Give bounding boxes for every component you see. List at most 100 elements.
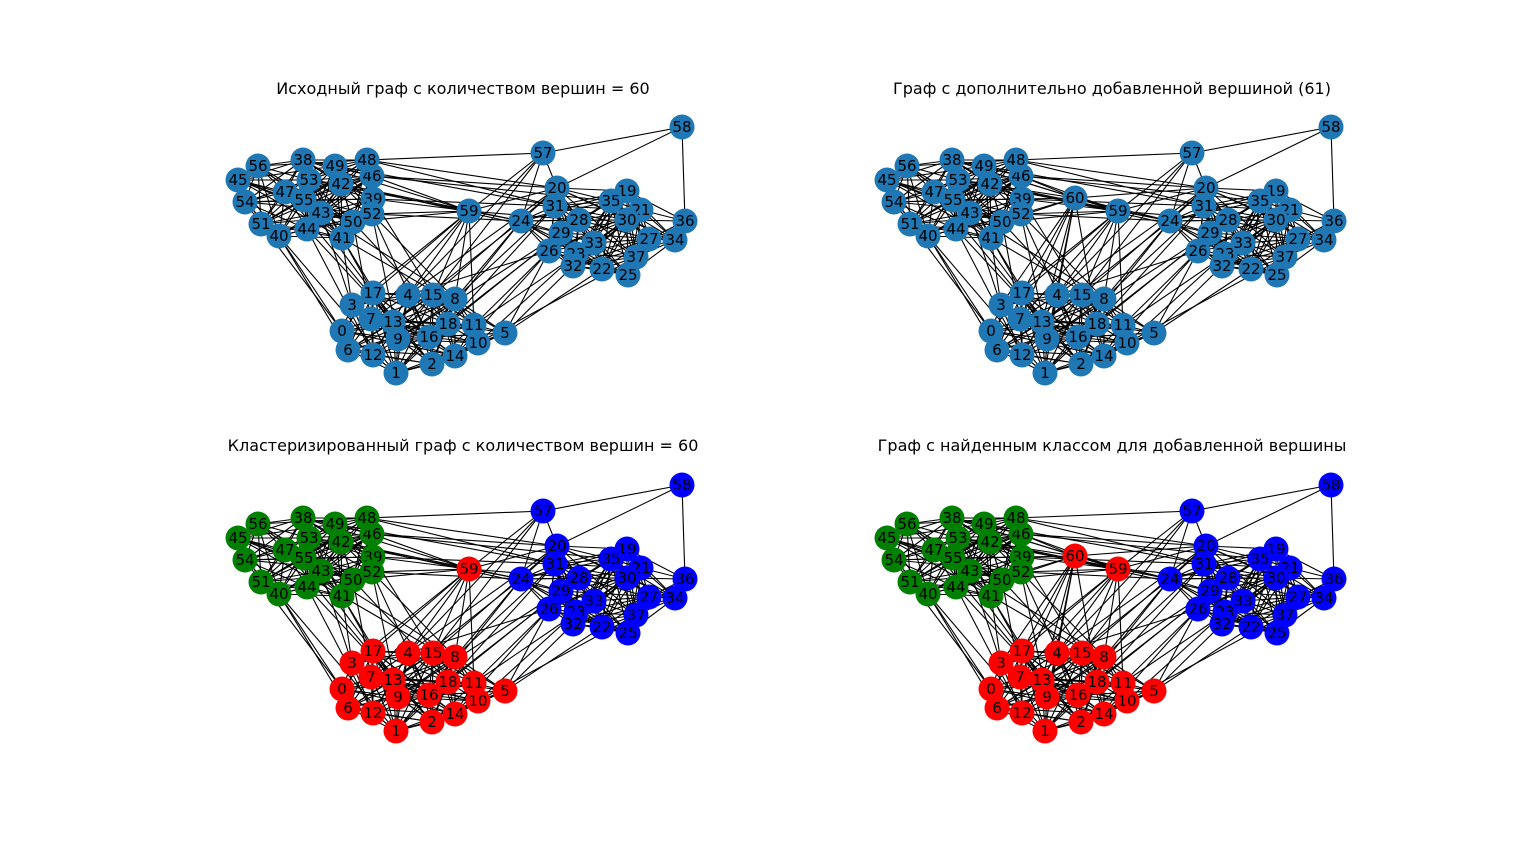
node-marker [1311,585,1337,611]
node-marker [548,220,574,246]
graph-node-24: 24 [508,566,534,592]
graph-node-6: 6 [335,337,361,363]
node-marker [1185,596,1211,622]
node-marker [939,505,965,531]
graph-node-0: 0 [329,676,355,702]
edge [1056,555,1076,654]
node-label: 3 [996,296,1006,314]
graph-node-13: 13 [1029,309,1055,335]
node-label: 20 [1196,179,1215,197]
node-marker [508,566,534,592]
graph-node-55: 55 [291,545,317,571]
graph-node-53: 53 [296,167,322,193]
node-label: 8 [1099,290,1109,308]
node-marker [1007,306,1033,332]
node-label: 1 [391,364,401,382]
edge [1330,484,1335,580]
graph-node-49: 49 [971,511,997,537]
node-label: 37 [1275,606,1294,624]
graph-node-8: 8 [1091,644,1117,670]
node-label: 60 [1065,189,1084,207]
graph-node-33: 33 [581,588,607,614]
edge [397,232,562,340]
edge [320,570,353,664]
graph-node-35: 35 [1247,188,1273,214]
node-label: 26 [539,242,558,260]
node-label: 54 [884,193,903,211]
node-label: 52 [1011,205,1030,223]
graph-node-2: 2 [1068,351,1094,377]
graph-node-5: 5 [1141,320,1167,346]
node-marker [971,153,997,179]
graph-node-48: 48 [354,505,380,531]
node-label: 22 [1241,260,1260,278]
node-marker [1318,114,1344,140]
node-marker [1003,505,1029,531]
node-marker [636,584,662,610]
node-label: 7 [1015,310,1025,328]
node-label: 34 [1314,589,1333,607]
node-label: 14 [445,347,464,365]
node-label: 10 [468,692,487,710]
graph-node-3: 3 [339,292,365,318]
node-marker [940,187,966,213]
node-marker [1009,342,1035,368]
node-label: 35 [601,192,620,210]
node-label: 1 [391,722,401,740]
node-marker [1110,670,1136,696]
node-label: 55 [294,191,313,209]
node-label: 38 [942,509,961,527]
node-marker [359,201,385,227]
node-label: 18 [438,315,457,333]
node-marker [290,505,316,531]
edge [1056,510,1193,654]
edge [927,235,992,332]
node-marker [978,318,1004,344]
node-label: 57 [533,502,552,520]
edge [1117,545,1207,570]
edge [370,568,470,678]
graph-node-12: 12 [360,700,386,726]
node-label: 42 [331,533,350,551]
graph-node-54: 54 [881,547,907,573]
graph-node-26: 26 [1185,596,1211,622]
graph-node-4: 4 [395,282,421,308]
node-label: 25 [1267,624,1286,642]
graph-node-4: 4 [1044,282,1070,308]
node-label: 41 [981,229,1000,247]
node-marker [395,640,421,666]
node-marker [492,320,518,346]
node-marker [1238,256,1264,282]
graph-node-45: 45 [225,525,251,551]
graph-node-57: 57 [1179,140,1205,166]
node-label: 40 [269,585,288,603]
node-label: 55 [943,191,962,209]
graph-node-40: 40 [266,223,292,249]
node-label: 16 [1068,328,1087,346]
node-label: 12 [363,704,382,722]
node-label: 13 [383,671,402,689]
node-label: 45 [877,171,896,189]
node-label: 57 [1182,502,1201,520]
graph-node-52: 52 [1008,201,1034,227]
node-label: 24 [1160,570,1179,588]
node-label: 42 [331,175,350,193]
node-label: 26 [539,600,558,618]
graph-node-6: 6 [984,695,1010,721]
graph-node-12: 12 [360,342,386,368]
node-label: 9 [393,330,403,348]
node-marker [245,153,271,179]
node-marker [1065,324,1091,350]
node-label: 49 [974,157,993,175]
node-label: 6 [992,699,1002,717]
node-marker [874,525,900,551]
node-marker [978,676,1004,702]
edge [504,608,550,692]
node-label: 53 [948,171,967,189]
node-label: 43 [960,204,979,222]
node-label: 27 [1288,588,1307,606]
node-label: 0 [986,680,996,698]
node-label: 50 [992,571,1011,589]
node-marker [1008,201,1034,227]
node-label: 58 [1321,118,1340,136]
